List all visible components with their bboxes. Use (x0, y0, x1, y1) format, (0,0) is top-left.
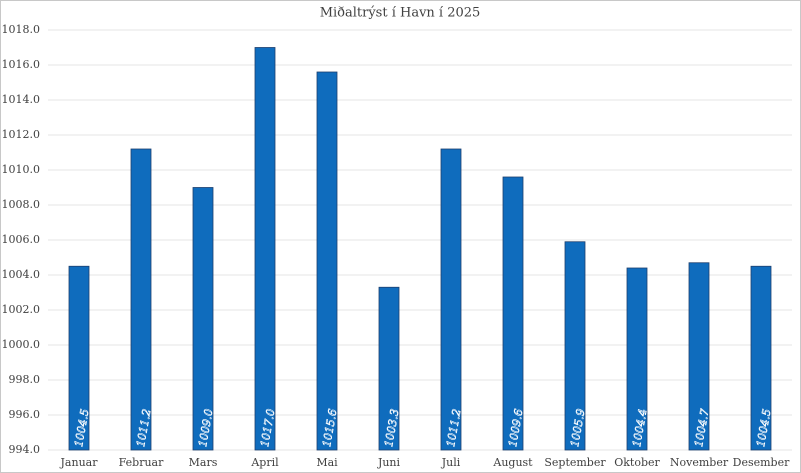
x-tick-label: Januar (60, 456, 99, 469)
x-tick-label: August (492, 456, 533, 469)
x-tick-label: Juli (441, 456, 461, 469)
x-tick-label: April (250, 456, 279, 469)
x-tick-label: Mai (316, 456, 338, 469)
bar (440, 148, 462, 451)
bar (316, 71, 338, 451)
x-tick-label: Juni (377, 456, 401, 469)
y-tick-label: 1000.0 (2, 338, 41, 351)
x-tick-label: September (544, 456, 606, 469)
bar (626, 267, 648, 451)
y-tick-label: 996.0 (9, 408, 41, 421)
bar (378, 286, 400, 451)
y-tick-label: 1012.0 (2, 128, 41, 141)
x-tick-label: Februar (119, 456, 164, 469)
y-tick-label: 994.0 (9, 443, 41, 456)
y-tick-label: 1014.0 (2, 93, 41, 106)
bar (130, 148, 152, 451)
y-tick-label: 1002.0 (2, 303, 41, 316)
bar (192, 187, 214, 451)
chart-title: Miðaltrýst í Havn í 2025 (320, 6, 481, 21)
y-tick-label: 1008.0 (2, 198, 41, 211)
bar (750, 265, 772, 451)
x-tick-label: Oktober (614, 456, 660, 469)
bar (564, 241, 586, 451)
y-tick-label: 998.0 (9, 373, 41, 386)
bar (254, 47, 276, 451)
y-tick-label: 1006.0 (2, 233, 41, 246)
x-tick-label: Desember (733, 456, 790, 469)
y-tick-label: 1004.0 (2, 268, 41, 281)
bar (502, 176, 524, 451)
x-tick-label: Mars (189, 456, 218, 469)
y-tick-label: 1016.0 (2, 58, 41, 71)
bar (688, 262, 710, 451)
y-tick-label: 1018.0 (2, 23, 41, 36)
y-tick-label: 1010.0 (2, 163, 41, 176)
x-tick-label: November (670, 456, 729, 469)
bar (68, 265, 90, 451)
